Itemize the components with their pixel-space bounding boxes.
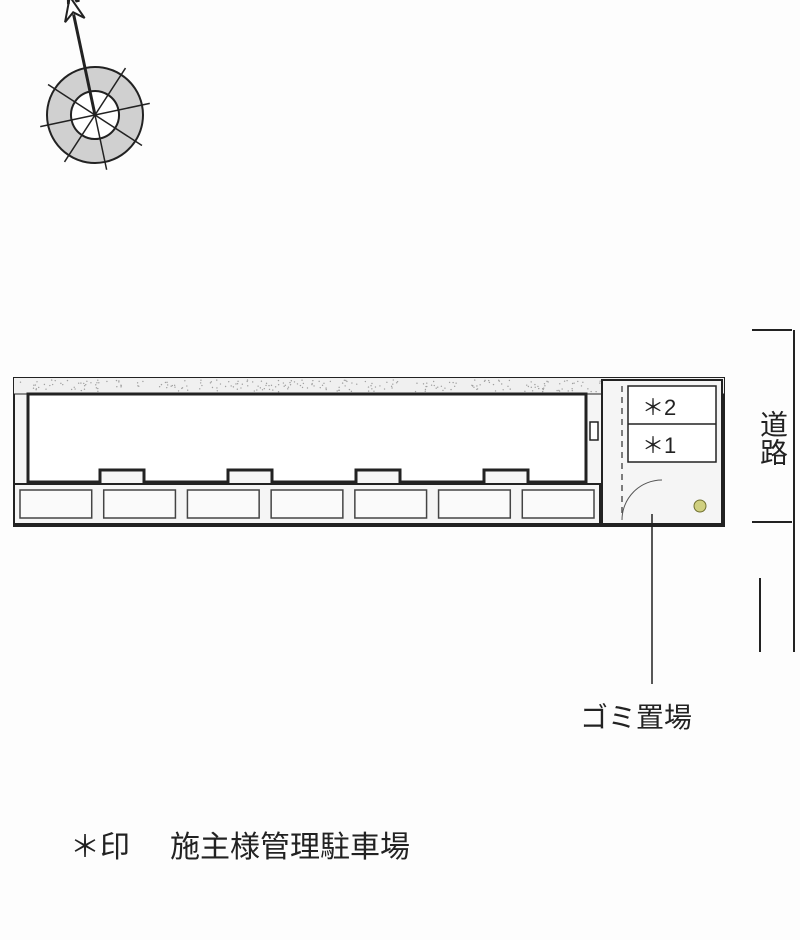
- legend-a: ＊印: [70, 822, 130, 866]
- legend-b: 施主様管理駐車場: [170, 822, 410, 866]
- parking-slot-2-label: ＊2: [642, 390, 676, 422]
- road-label: 道路: [752, 410, 792, 466]
- site-plan-canvas: [0, 0, 800, 940]
- parking-slot-1-label: ＊1: [642, 428, 676, 460]
- gomi-label: ゴミ置場: [580, 696, 692, 736]
